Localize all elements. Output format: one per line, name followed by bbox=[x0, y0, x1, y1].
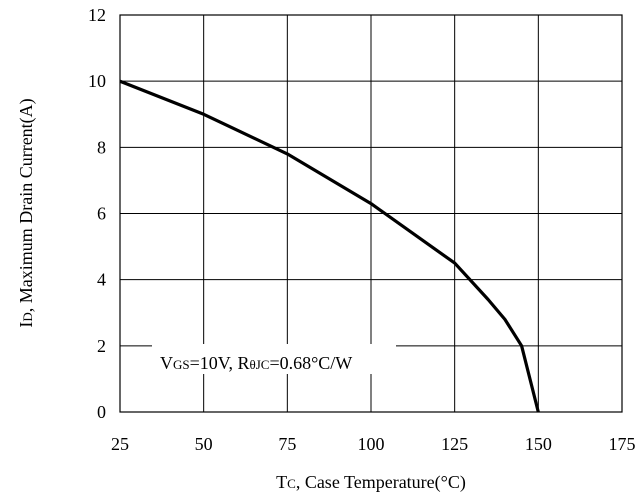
annotation-background bbox=[152, 344, 396, 374]
y-tick-label: 0 bbox=[97, 402, 106, 422]
x-tick-label: 75 bbox=[278, 434, 296, 454]
y-tick-labels: 0 2 4 6 8 10 12 bbox=[88, 5, 106, 422]
x-tick-label: 150 bbox=[525, 434, 552, 454]
annotation: VGS=10V, RθJC=0.68°C/W bbox=[160, 353, 352, 373]
y-tick-label: 4 bbox=[97, 270, 106, 290]
annotation-end: =0.68°C/W bbox=[269, 353, 352, 373]
y-tick-label: 12 bbox=[88, 5, 106, 25]
plot-frame bbox=[119, 14, 623, 413]
x-axis-title: TC, Case Temperature(°C) bbox=[276, 472, 466, 493]
y-tick-label: 6 bbox=[97, 204, 106, 224]
x-tick-label: 25 bbox=[111, 434, 129, 454]
y-tick-label: 2 bbox=[97, 336, 106, 356]
y-axis-title-main: I bbox=[16, 322, 36, 328]
y-axis-title: ID, Maximum Drain Current(A) bbox=[16, 98, 37, 327]
annotation-mid: =10V, R bbox=[190, 353, 250, 373]
x-tick-label: 50 bbox=[195, 434, 213, 454]
y-tick-label: 8 bbox=[97, 137, 106, 157]
x-tick-label: 125 bbox=[441, 434, 468, 454]
annotation-theta: θJC bbox=[249, 357, 269, 372]
x-axis-title-rest: , Case Temperature(°C) bbox=[296, 472, 466, 493]
x-tick-label: 100 bbox=[358, 434, 385, 454]
x-tick-labels: 25 50 75 100 125 150 175 bbox=[111, 434, 636, 454]
x-tick-label: 175 bbox=[609, 434, 636, 454]
series-line bbox=[119, 79, 540, 413]
annotation-v: V bbox=[160, 353, 173, 373]
x-axis-title-sub: C bbox=[287, 476, 296, 491]
annotation-gs: GS bbox=[173, 357, 190, 372]
x-axis-title-main: T bbox=[276, 472, 287, 492]
y-axis-title-rest: , Maximum Drain Current(A) bbox=[16, 98, 37, 312]
y-axis-title-sub: D bbox=[20, 312, 35, 321]
y-tick-label: 10 bbox=[88, 71, 106, 91]
